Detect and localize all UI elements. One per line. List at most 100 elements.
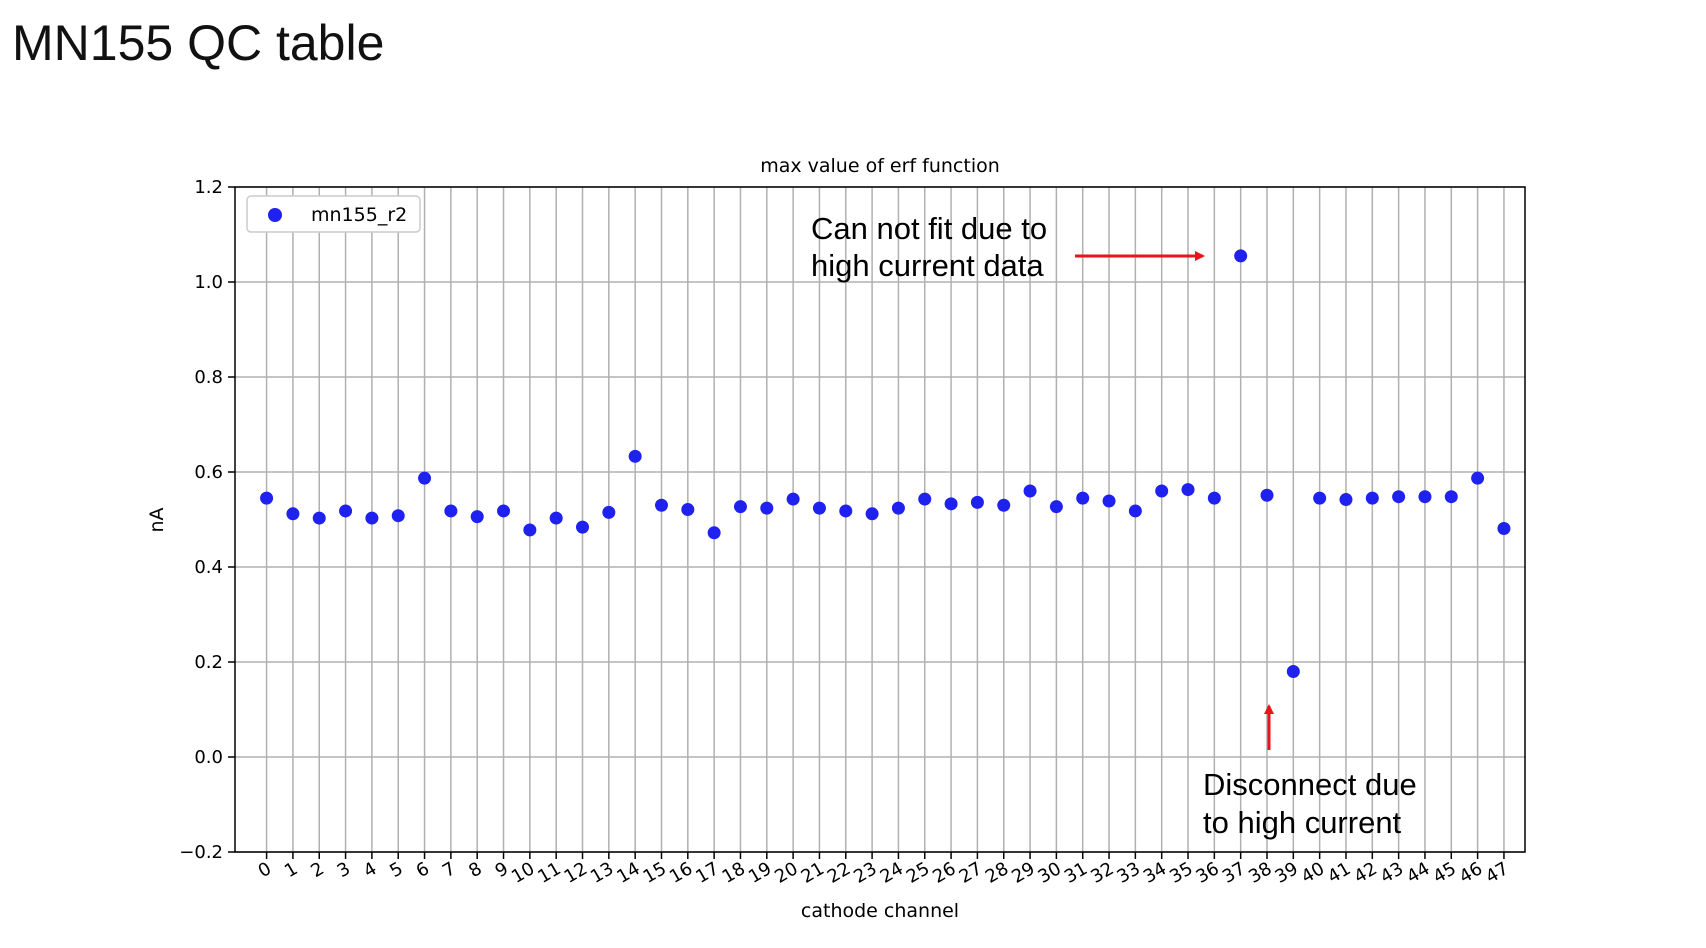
- x-tick-label: 5: [386, 858, 406, 882]
- annotation-cannot-fit-line-2: high current data: [811, 248, 1044, 283]
- x-tick-label: 42: [1350, 858, 1380, 888]
- x-axis-ticks: 0 1 2 3 4 5 6 7 8 9101112131415161718192021222324…: [255, 852, 1512, 888]
- data-point: [1260, 488, 1274, 502]
- data-point: [1313, 491, 1327, 505]
- data-point: [576, 520, 590, 534]
- data-point: [1392, 490, 1406, 504]
- data-point: [418, 471, 432, 485]
- data-point: [497, 504, 511, 518]
- x-tick-label: 22: [824, 858, 854, 888]
- chart-title: max value of erf function: [760, 155, 1000, 177]
- data-points: [260, 249, 1511, 678]
- legend-label-mn155-r2: mn155_r2: [311, 204, 407, 226]
- y-tick-label: 0.2: [194, 652, 223, 673]
- x-tick-label: 34: [1140, 858, 1170, 888]
- data-point: [1339, 493, 1353, 507]
- x-tick-label: 13: [587, 858, 617, 888]
- annotation-disconnect-line-2: to high current: [1203, 805, 1402, 840]
- y-tick-label: 1.0: [194, 272, 223, 293]
- data-point: [1418, 490, 1432, 504]
- data-point: [1049, 500, 1063, 514]
- x-tick-label: 33: [1114, 858, 1144, 888]
- data-point: [1023, 484, 1037, 498]
- x-tick-label: 0: [255, 858, 275, 882]
- annotation-cannot-fit: Can not fit due to high current data: [811, 211, 1205, 283]
- x-tick-label: 25: [903, 858, 933, 888]
- x-tick-label: 23: [850, 858, 880, 888]
- x-tick-label: 4: [360, 858, 380, 882]
- annotation-disconnect-line-1: Disconnect due: [1203, 767, 1417, 802]
- data-point: [944, 497, 958, 511]
- data-point: [891, 501, 905, 515]
- data-point: [1286, 665, 1300, 678]
- x-tick-label: 37: [1219, 858, 1249, 888]
- x-tick-label: 14: [613, 858, 643, 888]
- y-tick-label: 0.6: [194, 462, 223, 483]
- grid-lines: [235, 186, 1525, 853]
- legend: mn155_r2: [246, 195, 421, 233]
- x-tick-label: 12: [561, 858, 591, 888]
- x-tick-label: 6: [413, 858, 433, 882]
- x-tick-label: 41: [1324, 858, 1354, 888]
- x-tick-label: 44: [1403, 858, 1433, 888]
- annotation-cannot-fit-line-1: Can not fit due to: [811, 211, 1047, 246]
- x-axis-label: cathode channel: [801, 900, 959, 922]
- data-point: [523, 523, 537, 537]
- x-tick-label: 11: [534, 858, 564, 888]
- x-tick-label: 38: [1245, 858, 1275, 888]
- legend-marker: [268, 208, 282, 222]
- data-point: [970, 495, 984, 509]
- data-point: [602, 505, 616, 519]
- data-point: [1471, 471, 1485, 485]
- x-tick-label: 45: [1429, 858, 1459, 888]
- x-tick-label: 16: [666, 858, 696, 888]
- x-tick-label: 1: [281, 858, 301, 882]
- x-tick-label: 46: [1456, 858, 1486, 888]
- y-tick-label: 0.0: [194, 747, 223, 768]
- x-tick-label: 32: [1087, 858, 1117, 888]
- x-tick-label: 30: [1035, 858, 1065, 888]
- data-point: [812, 501, 826, 515]
- x-tick-label: 2: [307, 858, 327, 882]
- x-tick-label: 3: [334, 858, 354, 882]
- data-point: [549, 511, 563, 525]
- x-tick-label: 15: [640, 858, 670, 888]
- data-point: [286, 507, 300, 521]
- data-point: [733, 500, 747, 514]
- data-point: [918, 492, 932, 506]
- data-point: [654, 498, 668, 512]
- data-point: [1076, 491, 1090, 505]
- x-tick-label: 18: [719, 858, 749, 888]
- data-point: [997, 498, 1011, 512]
- x-tick-label: 29: [1008, 858, 1038, 888]
- x-tick-label: 24: [877, 858, 907, 888]
- x-tick-label: 20: [771, 858, 801, 888]
- x-tick-label: 40: [1298, 858, 1328, 888]
- x-tick-label: 36: [1193, 858, 1223, 888]
- x-tick-label: 28: [982, 858, 1012, 888]
- x-tick-label: 10: [508, 858, 538, 888]
- x-tick-label: 7: [439, 858, 459, 882]
- data-point: [760, 501, 774, 515]
- y-axis-ticks: −0.2 0.0 0.2 0.4 0.6 0.8 1.0 1.2: [179, 177, 235, 863]
- data-point: [260, 491, 274, 505]
- data-point: [391, 509, 405, 523]
- data-point: [1181, 483, 1195, 497]
- x-tick-label: 39: [1271, 858, 1301, 888]
- data-point: [1497, 522, 1511, 536]
- plot-frame: [234, 186, 1526, 853]
- x-tick-label: 19: [745, 858, 775, 888]
- data-point: [470, 510, 484, 524]
- data-point: [865, 507, 879, 521]
- data-point: [444, 504, 458, 518]
- x-tick-label: 43: [1377, 858, 1407, 888]
- y-tick-label: 1.2: [194, 177, 223, 198]
- data-point: [707, 526, 721, 540]
- data-point: [1444, 490, 1458, 504]
- data-point: [1365, 491, 1379, 505]
- y-tick-label: 0.8: [194, 367, 223, 388]
- data-point: [1155, 484, 1169, 498]
- x-tick-label: 8: [465, 858, 485, 882]
- data-point: [1102, 494, 1116, 508]
- y-axis-label: nA: [146, 507, 168, 532]
